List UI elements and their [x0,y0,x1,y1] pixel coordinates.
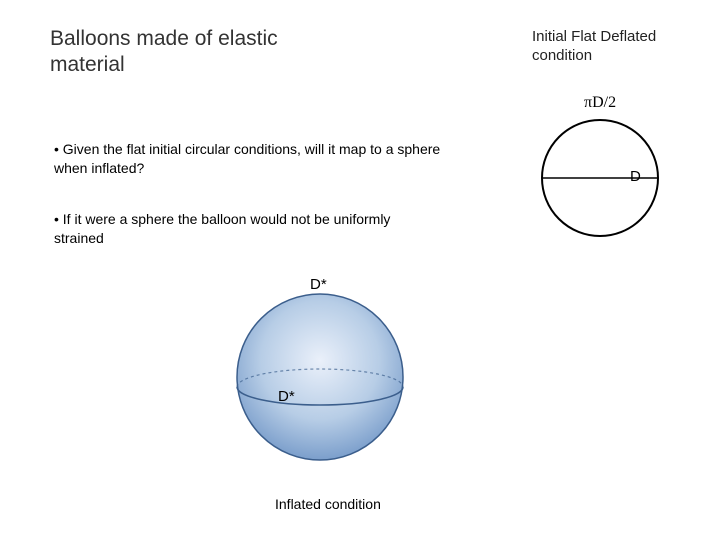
arc-length-label: πD/2 [584,94,616,112]
sphere-top-diameter-label: D* [310,276,327,293]
sphere-svg [235,292,405,462]
subtitle-initial-condition: Initial Flat Deflated condition [532,28,682,66]
bullet-strain-note: • If it were a sphere the balloon would … [54,210,444,248]
inflated-caption: Inflated condition [275,496,381,512]
sphere-diagram [235,292,405,462]
sphere-body [237,294,403,460]
bullet-question: • Given the flat initial circular condit… [54,140,444,178]
flat-circle-diameter-label: D [630,168,641,185]
flat-circle-svg [540,118,660,238]
sphere-equator-diameter-label: D* [278,388,295,405]
page-title: Balloons made of elastic material [50,26,310,79]
flat-circle-diagram [540,118,660,238]
